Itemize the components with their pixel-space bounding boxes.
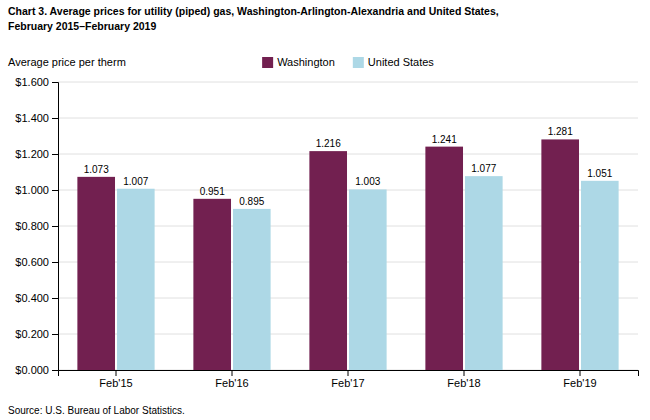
y-tick: $0.800	[15, 220, 58, 232]
data-label: 1.216	[316, 138, 341, 149]
y-tick-mark	[52, 226, 58, 227]
legend-label: Washington	[277, 56, 335, 68]
x-tick-label: Feb'16	[215, 377, 248, 389]
y-tick-mark	[52, 190, 58, 191]
data-label: 1.051	[587, 168, 612, 179]
x-tick: Feb'17	[331, 370, 364, 389]
y-tick-label: $1.600	[15, 76, 49, 88]
bar	[425, 147, 463, 370]
bar	[77, 177, 115, 370]
y-tick: $0.600	[15, 256, 58, 268]
grid-line	[58, 118, 638, 119]
data-label: 1.073	[84, 164, 109, 175]
y-tick-mark	[52, 298, 58, 299]
bar	[349, 189, 387, 370]
data-label: 1.241	[432, 134, 457, 145]
plot: $0.000 $0.200 $0.400 $0.600 $0.800 $1.000 $1.2…	[15, 76, 638, 389]
y-tick-label: $1.200	[15, 148, 49, 160]
legend-item: United States	[353, 56, 435, 68]
data-label: 1.003	[355, 176, 380, 187]
x-tick-label: Feb'17	[331, 377, 364, 389]
x-tick-label: Feb'18	[447, 377, 480, 389]
y-tick: $1.000	[15, 184, 58, 196]
x-tick: Feb'18	[447, 370, 480, 389]
x-tick-label: Feb'19	[563, 377, 596, 389]
y-tick-mark	[52, 262, 58, 263]
y-tick-mark	[52, 154, 58, 155]
legend-swatch	[353, 57, 364, 68]
chart: Chart 3. Average prices for utility (pip…	[0, 0, 650, 420]
y-tick-mark	[52, 82, 58, 83]
bar	[465, 176, 503, 370]
data-label: 1.007	[123, 176, 148, 187]
y-tick-label: $0.000	[15, 364, 49, 376]
x-tick: Feb'16	[215, 370, 248, 389]
data-label: 0.951	[200, 186, 225, 197]
bar	[193, 199, 231, 370]
y-tick: $0.400	[15, 292, 58, 304]
bar	[309, 151, 347, 370]
subtitle: February 2015–February 2019	[8, 20, 156, 32]
bar	[233, 209, 271, 370]
y-tick-mark	[52, 370, 58, 371]
bars	[77, 139, 618, 370]
bar	[581, 181, 619, 370]
y-tick: $1.200	[15, 148, 58, 160]
y-axis-title: Average price per therm	[8, 56, 126, 68]
y-tick-mark	[52, 334, 58, 335]
legend-item: Washington	[262, 56, 335, 68]
y-tick-label: $0.800	[15, 220, 49, 232]
y-tick-mark	[52, 118, 58, 119]
y-axis-line	[52, 83, 59, 371]
legend: Washington United States	[262, 56, 434, 68]
y-tick: $1.600	[15, 76, 58, 88]
legend-swatch	[262, 57, 273, 68]
y-tick-label: $0.400	[15, 292, 49, 304]
data-label: 1.077	[471, 163, 496, 174]
x-tick-mark	[348, 370, 349, 376]
bar	[541, 139, 579, 370]
y-axis: $0.000 $0.200 $0.400 $0.600 $0.800 $1.000 $1.2…	[15, 76, 58, 376]
y-tick: $1.400	[15, 112, 58, 124]
grid-line	[58, 82, 638, 83]
annotation: Source: U.S. Bureau of Labor Statistics.	[8, 405, 185, 416]
x-tick-mark	[580, 370, 581, 376]
y-tick-label: $0.600	[15, 256, 49, 268]
x-axis: Feb'15 Feb'16 Feb'17 Feb'18 Feb'19	[59, 370, 639, 389]
y-tick: $0.000	[15, 364, 58, 376]
y-tick-label: $1.400	[15, 112, 49, 124]
x-tick: Feb'19	[563, 370, 596, 389]
data-labels: 1.073 0.951 1.216 1.241 1.281 1.007 0.895 1.003…	[84, 126, 613, 206]
y-tick-label: $1.000	[15, 184, 49, 196]
x-tick: Feb'15	[99, 370, 132, 389]
title: Chart 3. Average prices for utility (pip…	[8, 5, 499, 17]
bar	[117, 189, 155, 370]
y-tick: $0.200	[15, 328, 58, 340]
x-tick-label: Feb'15	[99, 377, 132, 389]
data-label: 0.895	[239, 196, 264, 207]
x-tick-mark	[232, 370, 233, 376]
x-tick-mark	[464, 370, 465, 376]
legend-label: United States	[368, 56, 435, 68]
grid	[58, 82, 638, 370]
x-axis-line	[59, 371, 639, 377]
x-tick-mark	[116, 370, 117, 376]
y-tick-label: $0.200	[15, 328, 49, 340]
data-label: 1.281	[548, 126, 573, 137]
